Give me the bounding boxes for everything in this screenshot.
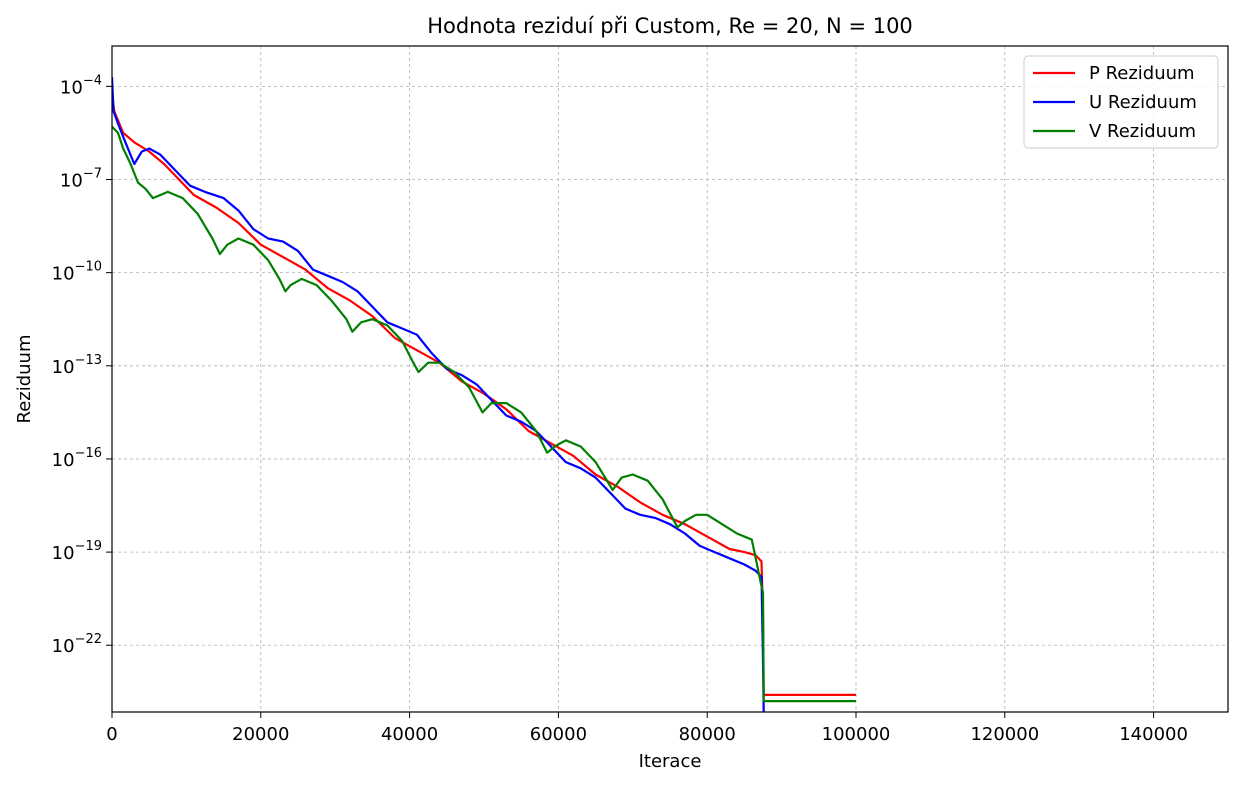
y-tick-label: 10−22 <box>52 632 102 657</box>
plot-area <box>112 46 1228 712</box>
x-tick-label: 140000 <box>1119 724 1188 745</box>
y-tick-base: 10 <box>52 264 75 285</box>
y-tick-label: 10−10 <box>52 260 102 285</box>
y-tick-base: 10 <box>52 543 75 564</box>
grid-lines <box>111 46 1228 712</box>
y-tick-base: 10 <box>60 77 83 98</box>
x-axis-ticks: 0 20000 40000 60000 80000 100000 120000 140000 <box>106 712 1188 745</box>
y-tick-exponent: −7 <box>83 167 102 182</box>
y-tick-base: 10 <box>52 450 75 471</box>
legend: P Reziduum U Reziduum V Reziduum <box>1023 55 1219 149</box>
y-tick-base: 10 <box>52 357 75 378</box>
legend-label-2: U Reziduum <box>1089 92 1197 113</box>
y-tick-label: 10−7 <box>60 167 102 192</box>
series-line-1 <box>112 92 856 696</box>
x-tick-label: 80000 <box>679 724 736 745</box>
series-layer <box>112 76 856 712</box>
y-tick-label: 10−13 <box>52 353 102 378</box>
series-line-3 <box>112 125 856 703</box>
x-tick-label: 60000 <box>530 724 587 745</box>
y-tick-base: 10 <box>60 171 83 192</box>
x-tick-label: 120000 <box>970 724 1039 745</box>
y-tick-exponent: −4 <box>83 73 102 88</box>
chart-title: Hodnota reziduí při Custom, Re = 20, N =… <box>427 14 913 38</box>
legend-label-3: V Reziduum <box>1089 121 1196 142</box>
y-tick-exponent: −19 <box>75 539 102 554</box>
legend-label-1: P Reziduum <box>1089 63 1195 84</box>
series-line-2 <box>112 76 765 712</box>
plot-frame <box>111 45 1229 713</box>
y-tick-exponent: −22 <box>75 632 102 647</box>
legend-box <box>1023 55 1219 149</box>
y-tick-label: 10−19 <box>52 539 102 564</box>
x-tick-label: 0 <box>106 724 117 745</box>
y-axis-label: Reziduum <box>14 335 35 424</box>
x-axis-label: Iterace <box>639 751 702 772</box>
y-tick-exponent: −10 <box>75 260 102 275</box>
y-tick-label: 10−4 <box>60 73 102 98</box>
y-tick-exponent: −13 <box>75 353 102 368</box>
y-tick-label: 10−16 <box>52 446 102 471</box>
x-tick-label: 100000 <box>822 724 891 745</box>
y-tick-base: 10 <box>52 636 75 657</box>
x-tick-label: 20000 <box>232 724 289 745</box>
x-tick-label: 40000 <box>381 724 438 745</box>
y-tick-exponent: −16 <box>75 446 102 461</box>
